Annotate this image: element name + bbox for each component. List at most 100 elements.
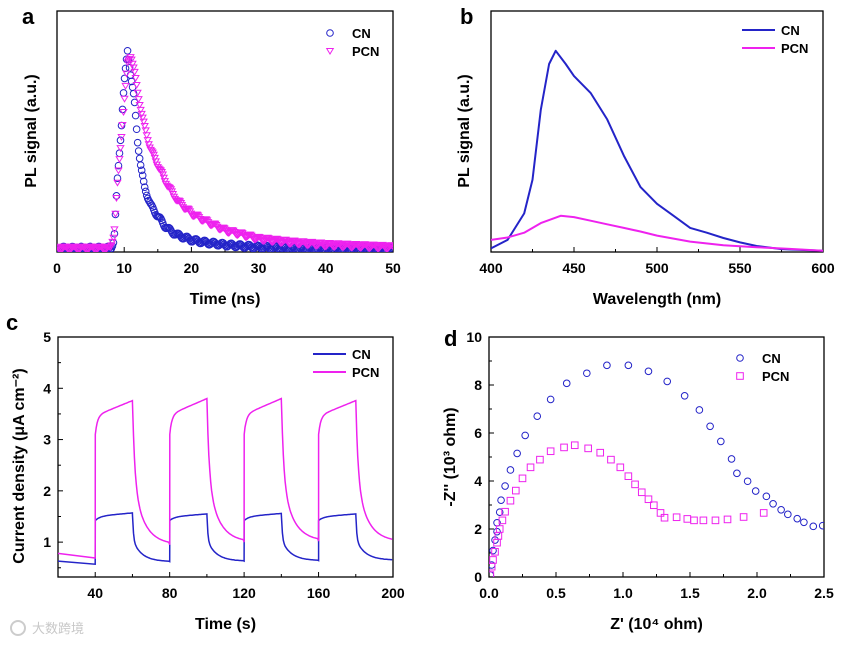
y-tick-label: 3 (43, 432, 51, 448)
legend-marker-cn (326, 29, 334, 37)
data-point (122, 70, 131, 78)
data-point (150, 154, 159, 162)
data-point (109, 234, 118, 242)
data-point (793, 514, 802, 523)
data-point (142, 191, 151, 200)
data-point (120, 95, 129, 103)
data-point (616, 463, 625, 472)
data-point (493, 527, 501, 536)
legend-label-cn: CN (781, 23, 800, 38)
data-point (131, 111, 140, 120)
data-point (141, 187, 150, 196)
x-axis-title: Z' (10⁴ ohm) (610, 616, 703, 633)
data-point (717, 437, 725, 446)
data-point (596, 448, 605, 457)
data-point (136, 106, 145, 114)
data-point (115, 149, 124, 158)
panel-label-a: a (22, 4, 35, 29)
series-pcn-line (58, 397, 393, 559)
data-point (143, 137, 152, 145)
data-point (138, 171, 147, 180)
data-point (695, 406, 704, 414)
data-point (644, 367, 653, 376)
data-point (111, 210, 120, 218)
y-tick-label: 10 (466, 329, 482, 345)
data-point (501, 482, 509, 490)
data-point (159, 174, 169, 182)
data-point (137, 166, 146, 175)
data-point (133, 138, 142, 147)
panel-d (488, 336, 825, 578)
data-point (809, 522, 818, 531)
data-point (706, 422, 714, 431)
data-point (546, 447, 555, 456)
x-tick-label: 0.5 (546, 585, 566, 601)
data-point (644, 495, 653, 504)
y-tick-label: 5 (43, 329, 51, 345)
data-point (136, 161, 145, 169)
data-point (495, 525, 504, 533)
panel-a (56, 10, 394, 253)
panel-label-b: b (460, 4, 473, 29)
data-point (228, 227, 237, 235)
data-point (141, 127, 150, 135)
data-point (138, 114, 147, 122)
x-tick-label: 400 (479, 260, 503, 276)
data-point (498, 516, 507, 525)
x-tick-label: 550 (728, 260, 752, 276)
data-point (489, 571, 495, 577)
x-tick-label: 600 (811, 260, 835, 276)
data-point (497, 496, 505, 505)
data-point (128, 60, 137, 68)
watermark-text: 大数跨境 (32, 621, 84, 636)
data-point (127, 56, 136, 64)
data-point (491, 548, 499, 556)
legend-marker-pcn (325, 48, 335, 55)
data-point (116, 145, 125, 153)
legend-label-pcn: PCN (352, 44, 379, 59)
data-point (733, 469, 741, 478)
data-point (650, 501, 658, 510)
panel-label-d: d (444, 326, 457, 351)
legend-marker-cn (736, 354, 744, 362)
x-tick-label: 1.5 (680, 585, 700, 601)
y-tick-label: 4 (474, 473, 482, 489)
data-point (118, 121, 127, 129)
y-tick-label: 1 (43, 534, 51, 550)
data-point (117, 133, 126, 141)
data-point (663, 377, 672, 386)
data-point (129, 64, 138, 72)
data-point (151, 158, 160, 166)
data-point (127, 77, 136, 86)
data-point (120, 74, 129, 83)
data-point (121, 82, 130, 90)
data-point (132, 125, 141, 134)
data-point (518, 474, 527, 483)
data-point (139, 177, 148, 186)
data-point (225, 240, 234, 249)
data-point (114, 167, 123, 175)
data-point (570, 441, 579, 450)
series-cn (57, 46, 393, 252)
data-point (800, 518, 808, 527)
data-point (818, 521, 824, 530)
data-point (115, 156, 124, 164)
y-tick-label: 0 (474, 569, 482, 585)
data-point (656, 509, 665, 517)
y-axis-title: -Z'' (10³ ohm) (442, 407, 459, 506)
x-tick-label: 2.5 (814, 585, 834, 601)
legend-marker-pcn (736, 372, 744, 380)
data-point (512, 486, 520, 495)
data-point (137, 110, 146, 118)
x-tick-label: 80 (162, 585, 178, 601)
data-point (584, 444, 592, 453)
series-cn (489, 361, 824, 577)
series-pcn (489, 441, 768, 577)
data-point (723, 515, 732, 524)
data-point (506, 496, 515, 505)
x-axis-title: Time (ns) (190, 291, 261, 308)
data-point (699, 516, 708, 525)
y-tick-label: 2 (43, 483, 51, 499)
x-tick-label: 450 (562, 260, 586, 276)
